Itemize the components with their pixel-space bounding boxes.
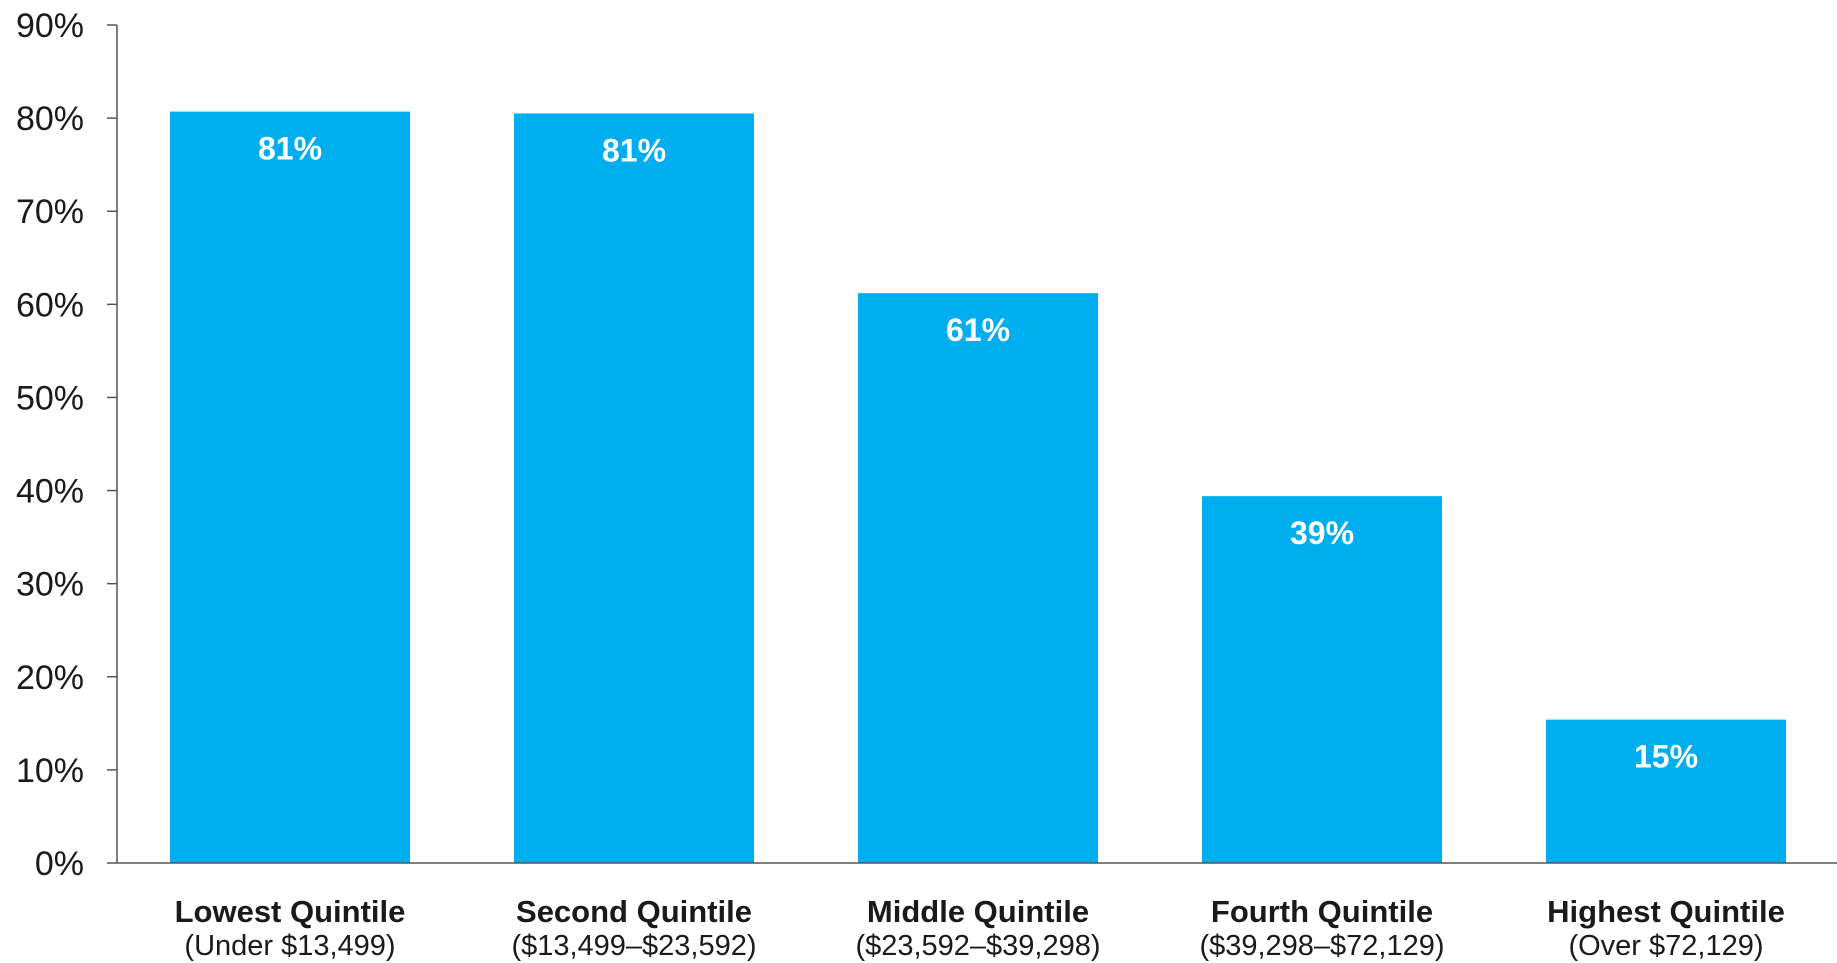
x-category-label: Highest Quintile (1547, 894, 1785, 929)
bar-value-label: 81% (602, 132, 666, 168)
bar (1546, 719, 1786, 863)
y-tick-label: 0% (35, 845, 84, 883)
bar-value-label: 15% (1634, 739, 1698, 775)
x-category-sublabel: ($39,298–$72,129) (1199, 930, 1444, 962)
x-category-sublabel: (Under $13,499) (184, 930, 395, 962)
bars: 81% 81% 61% 39% 15% (170, 111, 1786, 864)
x-axis: Lowest Quintile(Under $13,499) Second Qui… (117, 862, 1837, 962)
bar (514, 113, 754, 863)
bar-value-label: 39% (1290, 515, 1354, 551)
bar (170, 111, 410, 864)
x-category-label: Lowest Quintile (175, 894, 406, 929)
x-category-label: Middle Quintile (867, 894, 1089, 929)
bar (858, 293, 1098, 863)
bar (1202, 496, 1442, 863)
y-tick-label: 80% (16, 100, 84, 138)
y-tick-label: 70% (16, 193, 84, 231)
y-tick-label: 50% (16, 379, 84, 417)
y-tick-label: 60% (16, 286, 84, 324)
bar-value-label: 81% (258, 131, 322, 167)
x-category-label: Second Quintile (516, 894, 752, 929)
y-tick-label: 20% (16, 659, 84, 697)
y-tick-label: 90% (16, 7, 84, 45)
x-category-sublabel: ($13,499–$23,592) (511, 930, 756, 962)
y-axis: 0% 10% 20% 30% 40% 50% 60% 70% 80% 90% (16, 7, 118, 883)
y-tick-label: 40% (16, 473, 84, 511)
y-tick-label: 10% (16, 752, 84, 790)
x-category-sublabel: ($23,592–$39,298) (855, 930, 1100, 962)
x-category-sublabel: (Over $72,129) (1568, 930, 1763, 962)
y-tick-label: 30% (16, 566, 84, 604)
bar-value-label: 61% (946, 312, 1010, 348)
x-category-label: Fourth Quintile (1211, 894, 1433, 929)
